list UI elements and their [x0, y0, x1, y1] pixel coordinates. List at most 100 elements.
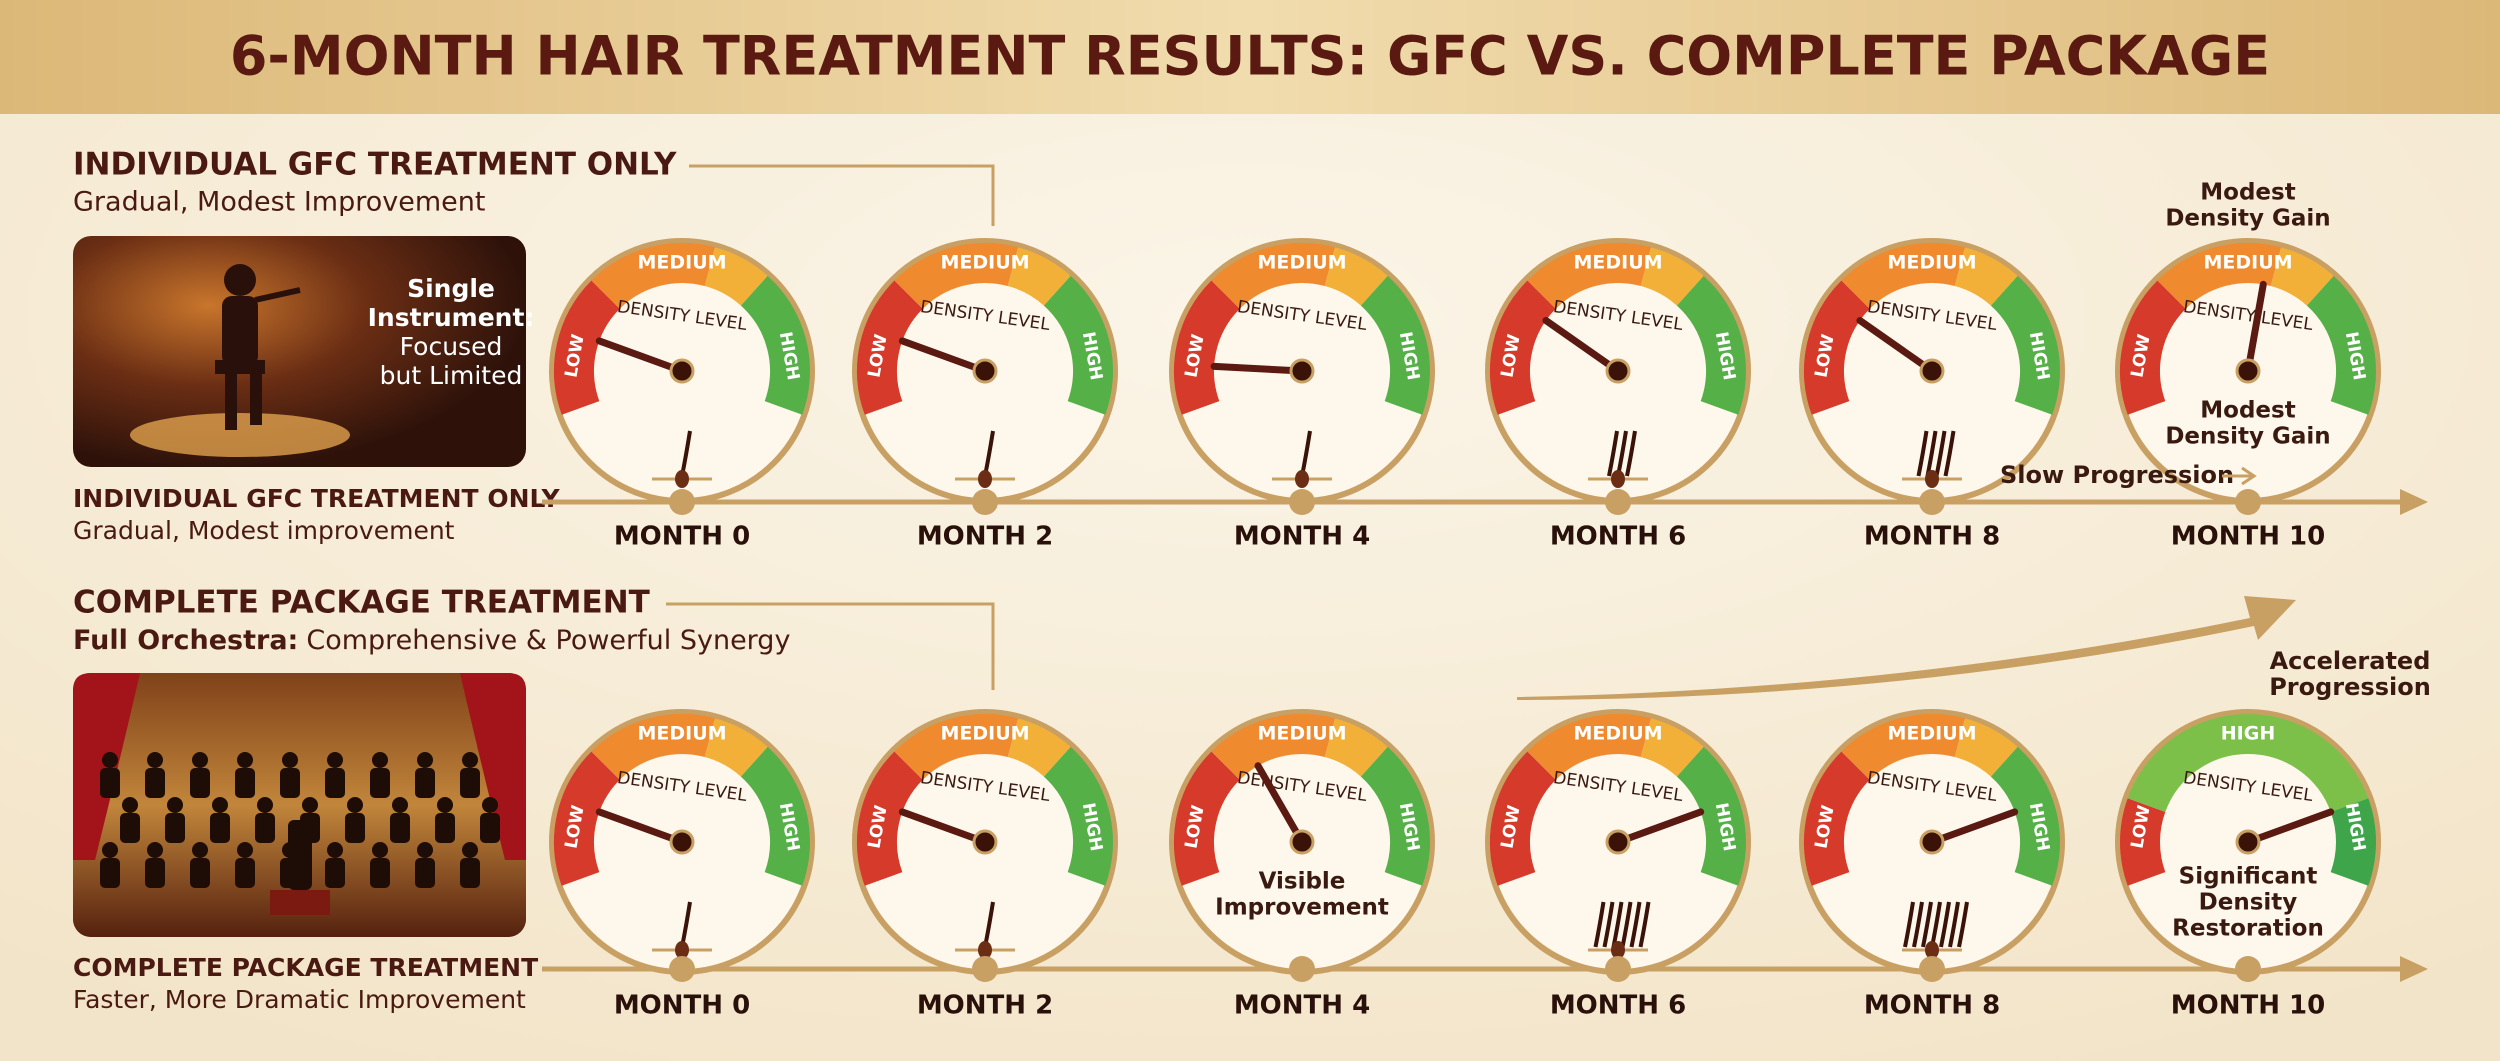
hair-strand	[1912, 901, 1924, 948]
follicle	[978, 470, 992, 488]
hair-strand	[1593, 901, 1606, 948]
gauge-band	[1954, 718, 2018, 778]
musician-body	[460, 768, 480, 798]
gauge-band	[2120, 280, 2187, 415]
musician-head	[462, 752, 478, 768]
timeline-dot	[669, 489, 695, 515]
gauge-note: Visible	[1259, 869, 1346, 895]
month-label: MONTH 2	[917, 522, 1053, 552]
subheading-bold: Full Orchestra:	[73, 625, 298, 656]
gauge-top-label: MEDIUM	[637, 252, 726, 274]
progression-label: Accelerated	[2270, 647, 2431, 675]
violinist	[215, 264, 301, 430]
gauge-needle	[898, 337, 989, 375]
musician-body	[255, 813, 275, 843]
gauge-band	[591, 243, 716, 310]
month-label: MONTH 10	[2171, 522, 2325, 552]
caption-line: Focused	[400, 332, 503, 361]
gauge-needle	[1856, 317, 1936, 375]
musician-body	[345, 813, 365, 843]
musician-head	[372, 752, 388, 768]
gauge-note: Improvement	[1215, 895, 1389, 921]
gauge-band	[1676, 275, 1746, 415]
month-label: MONTH 6	[1550, 522, 1686, 552]
gauge-hub	[2235, 358, 2261, 384]
caption-line: Instrument:	[368, 303, 535, 332]
timeline-dot	[1289, 956, 1315, 982]
gauge-top-label: MEDIUM	[1887, 723, 1976, 745]
gauge-top-label: MEDIUM	[940, 252, 1029, 274]
timeline-dot	[2235, 956, 2261, 982]
hair-strand	[1620, 901, 1633, 948]
musician-body	[235, 768, 255, 798]
gauge-band	[1360, 275, 1430, 415]
gauge-note-above: Modest	[2200, 180, 2295, 206]
violinist-image	[73, 236, 526, 467]
musician-head	[347, 797, 363, 813]
musician-body	[435, 813, 455, 843]
gauge-band	[740, 746, 810, 886]
musician-head	[102, 752, 118, 768]
gauge-needle	[2244, 280, 2267, 375]
progression-arrow	[2222, 466, 2257, 486]
musician-body	[415, 768, 435, 798]
podium	[270, 890, 330, 915]
musician-body	[100, 858, 120, 888]
hair-strand	[1948, 901, 1960, 948]
hair-strand	[1943, 430, 1956, 477]
title-bar	[0, 0, 2500, 114]
timeline-dot	[1919, 956, 1945, 982]
musician-head	[122, 797, 138, 813]
gauge-band	[1007, 718, 1071, 778]
musician-head	[482, 797, 498, 813]
gauge-top-label: MEDIUM	[2203, 252, 2292, 274]
gauge-hub	[1605, 358, 1631, 384]
curtain	[460, 673, 526, 860]
gauge-band	[704, 718, 768, 778]
hair-strand	[1903, 901, 1915, 948]
month-label: MONTH 8	[1864, 991, 2000, 1021]
musician-body	[100, 768, 120, 798]
gauge-band	[1804, 751, 1871, 886]
gauge-band	[2120, 798, 2166, 886]
musician-head	[192, 842, 208, 858]
timeline-dot	[972, 489, 998, 515]
spotlight	[130, 413, 350, 457]
gauge-top-label: MEDIUM	[1887, 252, 1976, 274]
hair-strand	[1939, 901, 1951, 948]
gauge-band	[894, 714, 1019, 781]
gauge-band	[1174, 280, 1241, 415]
follicle	[1295, 470, 1309, 488]
musician-head	[282, 752, 298, 768]
gauge-needle	[898, 808, 989, 846]
gauge-band	[704, 247, 768, 307]
timeline-dot	[1919, 489, 1945, 515]
gauge-band	[1007, 247, 1071, 307]
gauge-band	[857, 280, 924, 415]
gauge-band	[1527, 714, 1652, 781]
gauge-band	[1841, 714, 1966, 781]
progression-label: Slow Progression	[2000, 461, 2234, 489]
connector	[689, 164, 995, 226]
gauge-band	[1640, 247, 1704, 307]
connector	[666, 602, 995, 690]
musician-head	[212, 797, 228, 813]
section-subheading: Gradual, Modest Improvement	[73, 187, 485, 218]
gauge-band	[1490, 280, 1557, 415]
musician-head	[372, 842, 388, 858]
gauge-band	[1043, 746, 1113, 886]
conductor	[288, 820, 312, 890]
timeline-dot	[1605, 489, 1631, 515]
musician-body	[325, 858, 345, 888]
gauge-band	[1174, 751, 1241, 886]
hair-strand	[1638, 901, 1651, 948]
gauge-hub	[669, 358, 695, 384]
gauge-band	[2127, 714, 2369, 813]
follicle	[1611, 941, 1625, 959]
gauge-band	[1990, 275, 2060, 415]
musicians	[100, 752, 500, 915]
caption-line: Single	[407, 274, 495, 303]
month-label: MONTH 10	[2171, 991, 2325, 1021]
